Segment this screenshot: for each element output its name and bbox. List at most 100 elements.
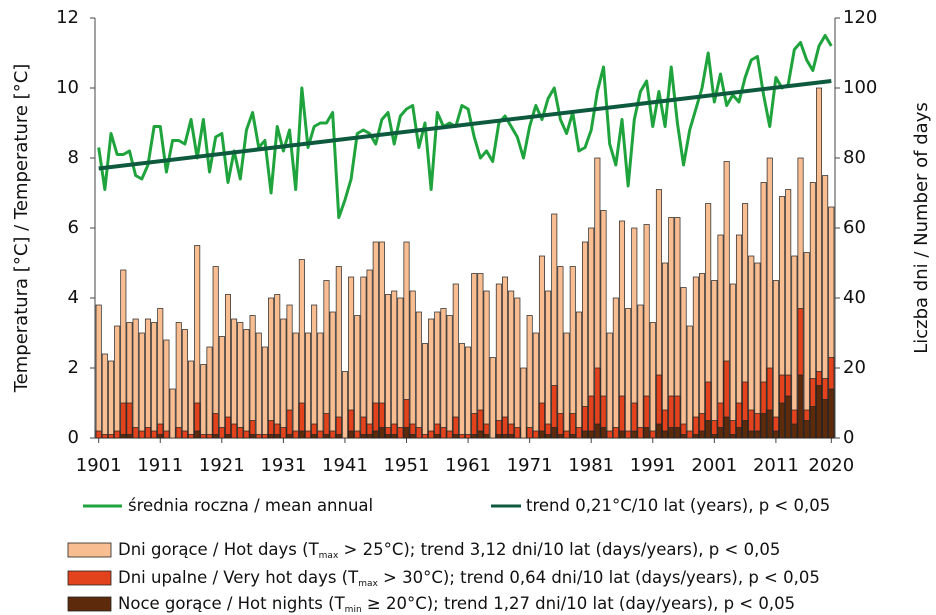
bar [317,332,324,439]
bar [446,315,453,439]
y2-tick-label: 0 [843,427,854,448]
bar [582,430,589,439]
bar [409,434,416,439]
bar [625,308,632,439]
legend-label: Dni upalne / Very hot days (Tmax > 30°C)… [118,568,820,589]
bar [785,395,792,439]
bar [188,434,195,439]
bar [588,430,595,439]
legend-text: min [345,605,362,615]
bar [243,430,250,439]
bar [495,283,502,439]
y-tick-label: 8 [68,147,79,168]
bar [249,434,256,439]
y2-tick-label: 20 [843,357,866,378]
bar [335,434,342,439]
bar [231,423,238,439]
bar [532,430,539,439]
line [98,79,832,171]
bar [723,416,730,439]
y-tick-label: 10 [56,77,79,98]
bar [311,304,318,439]
bar [637,304,644,439]
y-tick-label: 6 [68,217,79,238]
bar [126,402,133,439]
bar [188,360,195,439]
bar [649,430,656,439]
bar [206,434,213,439]
x-tick-label: 1981 [568,455,614,476]
bar [692,434,699,439]
bar [237,427,244,439]
bar [699,430,706,439]
bar [366,434,373,439]
bar [729,434,736,439]
bar [815,385,822,439]
x-tick-label: 1991 [630,455,676,476]
legend-text: Dni upalne / Very hot days (T [118,568,359,587]
bar [668,427,675,439]
bar [138,430,145,439]
bar [169,388,176,439]
x-tick-label: 2001 [691,455,737,476]
bar [194,430,201,439]
bar [311,434,318,439]
bar [563,430,570,439]
bar [255,434,262,439]
bar [637,427,644,439]
bar [649,322,656,439]
legend-text: Noce gorące / Hot nights (T [118,594,346,613]
bar [144,318,151,439]
bar [458,434,465,439]
bar [286,434,293,439]
bar [483,434,490,439]
x-tick-label: 2020 [808,455,854,476]
bar [391,290,398,439]
bar [286,409,293,439]
bar [391,434,398,439]
bar [151,322,158,439]
bar [157,434,164,439]
bar [95,430,102,439]
bar [680,287,687,439]
bar [766,409,773,439]
bar [163,339,170,439]
bar [495,434,502,439]
bar [360,276,367,439]
bar [108,360,115,439]
bar [132,427,139,439]
bar [594,423,601,439]
bar [224,294,231,439]
x-tick-label: 1921 [199,455,245,476]
legend-swatch [67,570,112,586]
bar [557,434,564,439]
x-tick-label: 1931 [260,455,306,476]
legend-label: trend 0,21°C/10 lat (years), p < 0,05 [526,496,830,515]
bar [674,427,681,439]
y-tick-label: 12 [56,7,79,28]
bar [471,434,478,439]
bar [742,420,749,439]
bar [520,367,527,439]
legend-label: średnia roczna / mean annual [128,496,373,515]
bar [212,434,219,439]
y2-axis-title: Liczba dni / Number of days [911,102,932,353]
legend-swatch [67,542,112,558]
bar [606,332,613,439]
bar [274,294,281,439]
y2-tick-label: 80 [843,147,866,168]
bar [729,283,736,439]
bar [428,318,435,439]
bar [144,427,151,439]
bar [680,434,687,439]
bar [705,420,712,439]
bar [526,427,533,439]
legend-text: max [319,551,339,561]
legend-text: ≥ 20°C); trend 1,27 dni/10 lat (day/year… [362,594,795,613]
legend-label: Dni gorące / Hot days (Tmax > 25°C); tre… [118,540,780,561]
y2-tick-label: 60 [843,217,866,238]
bar [575,427,582,439]
y2-tick-label: 120 [843,7,877,28]
bar [557,266,564,439]
